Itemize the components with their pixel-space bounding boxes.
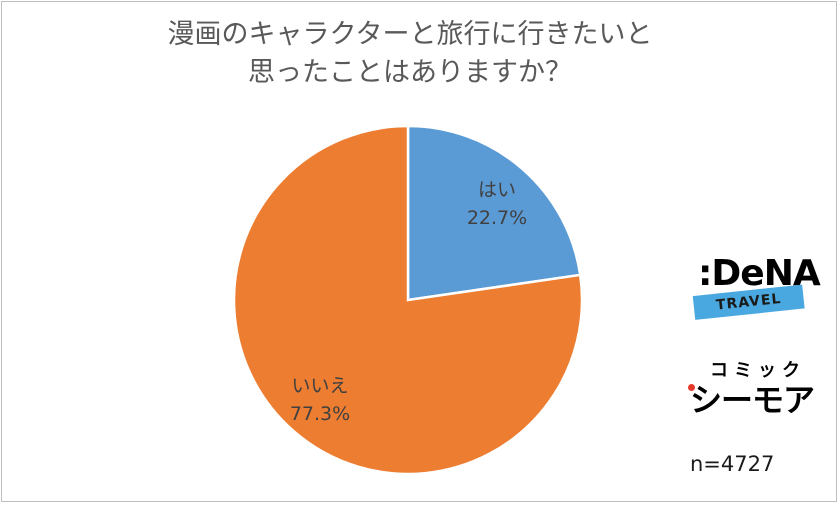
comic-cmoa-logo: コミック シーモア [688, 360, 818, 424]
cmoa-logo-big-text: シーモア [690, 381, 815, 419]
cmoa-logo-small-text: コミック [710, 360, 806, 381]
pie-slice-2 [232, 124, 584, 476]
title-line-2: 思ったことはありますか？ [248, 57, 572, 88]
title-line-1: 漫画のキャラクターと旅行に行きたいと [167, 19, 653, 50]
cmoa-logo-dot [688, 384, 695, 391]
slice-label-2: いいえ [291, 375, 348, 397]
chart-title: 漫画のキャラクターと旅行に行きたいと 思ったことはありますか？ [60, 16, 760, 92]
pie-slice-1 [406, 124, 582, 302]
sample-size-label: n=4727 [690, 452, 775, 476]
slice-label-1: はい [478, 179, 516, 201]
dena-travel-logo: :DeNA TRAVEL [690, 252, 821, 330]
slice-value-2: 77.3% [290, 403, 350, 425]
slice-value-1: 22.7% [467, 207, 527, 229]
